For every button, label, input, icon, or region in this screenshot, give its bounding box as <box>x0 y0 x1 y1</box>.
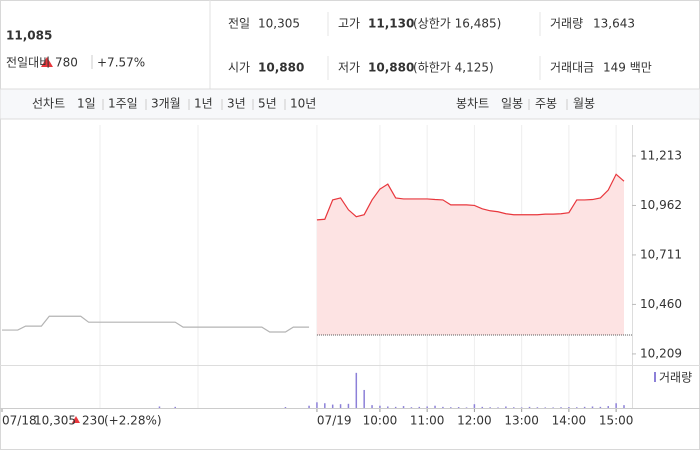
tab[interactable]: 1년 <box>194 97 213 111</box>
volume-bar <box>544 407 547 408</box>
volume-bar <box>347 403 350 408</box>
tab[interactable]: 1일 <box>77 97 96 111</box>
y-tick-label: 10,711 <box>640 247 682 261</box>
price: 11,085 <box>6 29 52 43</box>
stat-value: 10,305 <box>258 17 300 31</box>
volume-bar <box>158 406 161 408</box>
volume-bar <box>355 372 358 408</box>
tab-group-label: 봉차트 <box>456 97 489 111</box>
y-tick-label: 10,209 <box>640 346 682 360</box>
volume-bar <box>450 407 452 408</box>
volume-bar <box>520 407 523 408</box>
up-triangle <box>72 416 80 423</box>
stat-label: 전일 <box>228 17 250 31</box>
stat-label: 거래량 <box>550 17 583 31</box>
volume-bar <box>418 406 421 408</box>
volume-bar <box>316 402 318 408</box>
volume-bar <box>426 406 428 408</box>
tab-bar <box>0 88 700 120</box>
change-label: 전일대비 <box>6 56 50 70</box>
volume-bar <box>505 406 507 408</box>
volume-bar <box>410 407 413 408</box>
volume-bar <box>284 407 287 408</box>
volume-bar <box>481 406 484 408</box>
tab[interactable]: 3개월 <box>151 97 181 111</box>
x-tick-label: 12:00 <box>457 414 492 428</box>
annotation-change: 230 <box>82 414 105 428</box>
volume-bar <box>465 407 468 408</box>
volume-bar <box>174 406 176 408</box>
tab[interactable]: 일봉 <box>501 97 523 111</box>
volume-bar <box>528 406 531 408</box>
tab-group-label: 선차트 <box>32 97 65 111</box>
up-triangle <box>41 57 53 67</box>
x-tick-label: 07/18 <box>2 414 37 428</box>
volume-bar <box>497 407 499 408</box>
volume-bar <box>607 406 610 408</box>
y-tick-label: 11,213 <box>640 148 682 162</box>
stat-label: 저가 <box>338 61 360 75</box>
volume-bar <box>379 405 381 408</box>
x-tick-label: 07/19 <box>317 414 352 428</box>
volume-bar <box>489 407 491 408</box>
legend-swatch <box>654 372 656 382</box>
tab[interactable]: 5년 <box>258 97 277 111</box>
x-tick-label: 10:00 <box>363 414 398 428</box>
y-tick-label: 10,460 <box>640 297 682 311</box>
volume-bar <box>394 406 397 408</box>
volume-bar <box>324 403 326 408</box>
tab[interactable]: 월봉 <box>573 97 595 111</box>
x-tick-label: 11:00 <box>410 414 445 428</box>
change: 780 <box>55 56 78 70</box>
volume-bar <box>536 407 539 408</box>
x-tick-label: 15:00 <box>599 414 634 428</box>
stat-note: (하한가 4,125) <box>413 61 494 75</box>
volume-bar <box>308 405 310 408</box>
volume-bar <box>583 406 586 408</box>
annotation-price: 10,305 <box>34 414 76 428</box>
x-tick-label: 14:00 <box>552 414 587 428</box>
volume-bar <box>339 404 342 408</box>
volume-bar <box>442 406 444 408</box>
volume-bar <box>473 404 476 408</box>
volume-bar <box>552 407 554 408</box>
volume-bar <box>363 389 365 408</box>
volume-bar <box>568 407 570 408</box>
volume-bar <box>331 404 334 408</box>
x-tick-label: 13:00 <box>504 414 539 428</box>
y-tick-label: 10,962 <box>640 198 682 212</box>
stat-label: 거래대금 <box>550 61 594 75</box>
volume-bar <box>599 406 602 408</box>
tab[interactable]: 10년 <box>290 97 316 111</box>
change-rate: +7.57% <box>97 56 145 70</box>
volume-bar <box>576 407 578 408</box>
stat-value: 11,130 <box>368 17 414 31</box>
price-line <box>316 173 625 221</box>
stat-value: 10,880 <box>368 61 414 75</box>
stat-label: 고가 <box>338 17 360 31</box>
volume-bar <box>513 407 515 408</box>
tab[interactable]: 1주일 <box>108 97 138 111</box>
volume-bar <box>591 406 594 408</box>
tab[interactable]: 주봉 <box>535 97 557 111</box>
volume-bar <box>623 405 625 408</box>
stat-label: 시가 <box>228 61 250 75</box>
legend-label: 거래량 <box>659 371 692 385</box>
annotation-rate: (+2.28%) <box>104 414 162 428</box>
volume-bar <box>371 405 373 408</box>
volume-bar <box>387 406 389 408</box>
volume-bar <box>560 407 562 408</box>
stat-value: 149 백만 <box>603 61 652 75</box>
volume-bar <box>457 407 460 408</box>
price-line <box>2 315 310 333</box>
tab[interactable]: 3년 <box>227 97 246 111</box>
stat-note: (상한가 16,485) <box>413 17 501 31</box>
volume-bar <box>402 406 405 408</box>
stat-value: 10,880 <box>258 61 304 75</box>
stat-value: 13,643 <box>593 17 635 31</box>
volume-bar <box>615 403 617 408</box>
volume-bar <box>434 405 436 408</box>
